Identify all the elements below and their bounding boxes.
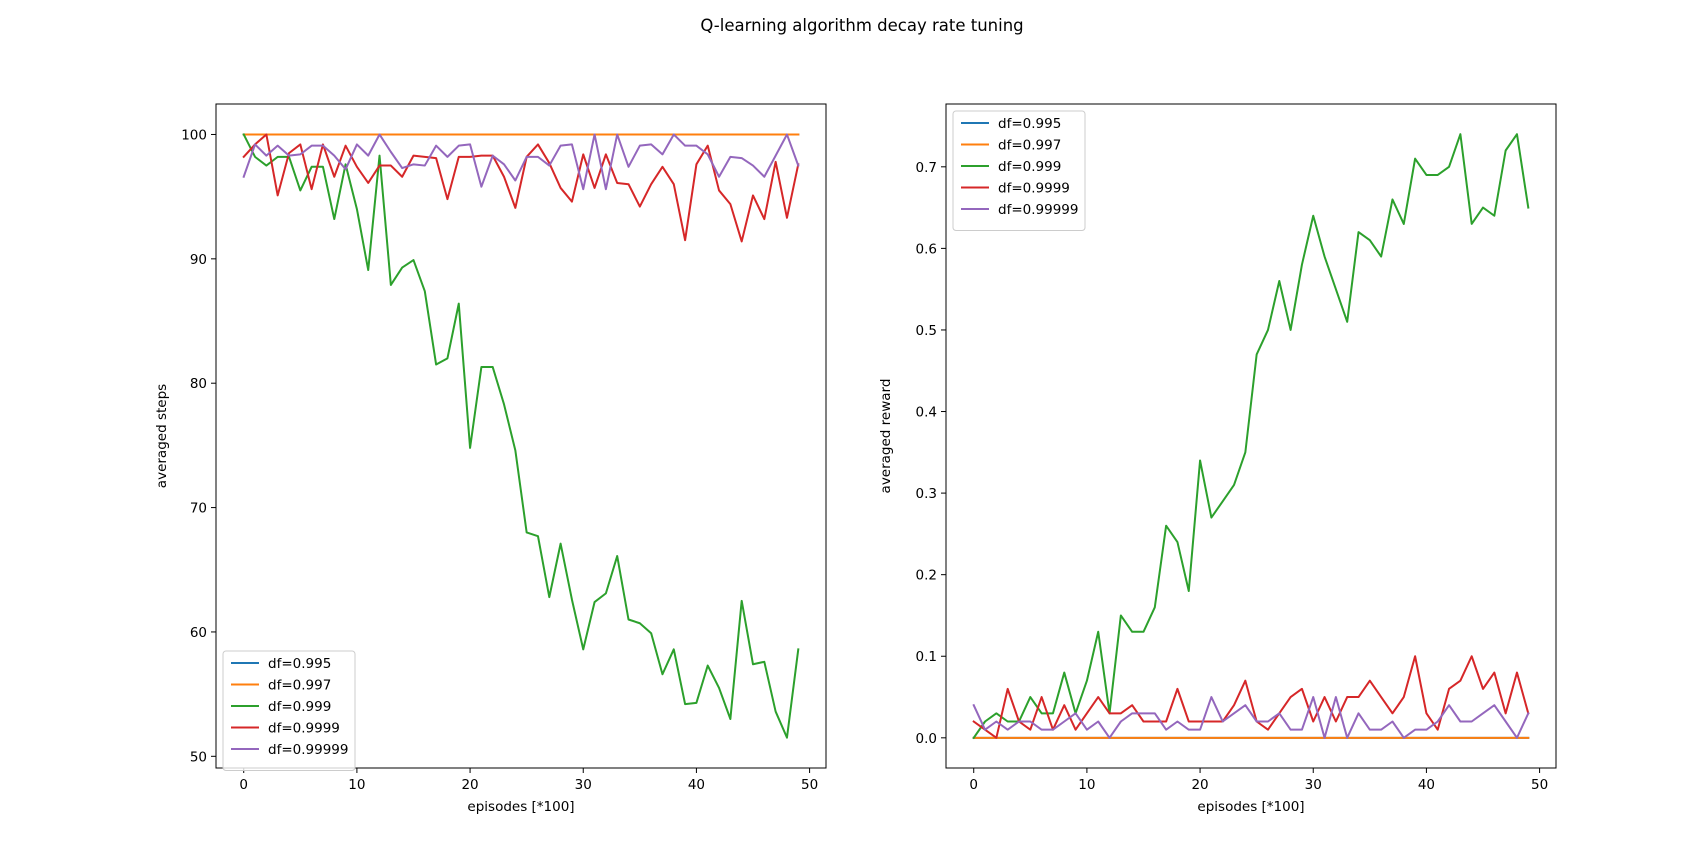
y-tick-label: 0.0: [916, 731, 937, 747]
y-tick-label: 0.5: [916, 323, 937, 339]
series-lines: [972, 133, 1530, 740]
series-line-df=0.9999: [242, 133, 800, 243]
y-tick-label: 50: [190, 749, 207, 765]
series-line-df=0.99999: [242, 133, 800, 191]
legend: df=0.995 df=0.997 df=0.999 df=0.9999 df=0.99…: [222, 650, 356, 771]
legend-entry: df=0.9999: [268, 721, 340, 737]
legend-entry: df=0.995: [998, 116, 1061, 132]
series-line-df=0.999: [972, 133, 1530, 740]
legend-entry: df=0.9999: [998, 181, 1070, 197]
x-tick-label: 30: [575, 777, 592, 793]
legend-entry: df=0.99999: [998, 202, 1078, 218]
axes-frame: [945, 103, 1557, 769]
y-tick-label: 0.2: [916, 568, 937, 584]
chart-averaged-steps: 0 10 20 30 40 50 50 60 70 80 90 100 episodes [*100] a…: [154, 103, 827, 815]
series-line-df=0.9999: [972, 655, 1530, 739]
legend-entry: df=0.997: [998, 138, 1061, 154]
legend-entry: df=0.995: [268, 656, 331, 672]
x-tick-label: 10: [1078, 777, 1095, 793]
y-tick-label: 0.7: [916, 160, 937, 176]
x-tick-label: 30: [1305, 777, 1322, 793]
y-tick-label: 0.6: [916, 241, 937, 257]
y-tick-label: 70: [190, 501, 207, 517]
x-tick-label: 20: [1191, 777, 1208, 793]
legend-entry: df=0.99999: [268, 742, 348, 758]
legend-entry: df=0.999: [998, 159, 1061, 175]
figure-title: Q-learning algorithm decay rate tuning: [700, 16, 1023, 35]
y-tick-label: 0.4: [916, 405, 937, 421]
y-tick-label: 80: [190, 376, 207, 392]
y-tick-label: 60: [190, 625, 207, 641]
x-axis-label: episodes [*100]: [467, 799, 574, 815]
chart-averaged-reward: 0 10 20 30 40 50 0.0 0.1 0.2 0.3 0.4 0.5 0.6 0.7 episo…: [878, 103, 1557, 815]
y-tick-label: 0.3: [916, 486, 937, 502]
x-tick-label: 10: [348, 777, 365, 793]
series-line-df=0.99999: [972, 696, 1530, 739]
x-tick-label: 0: [239, 777, 248, 793]
x-tick-label: 40: [688, 777, 705, 793]
y-tick-label: 90: [190, 252, 207, 268]
y-tick-label: 0.1: [916, 649, 937, 665]
x-tick-label: 50: [801, 777, 818, 793]
x-tick-label: 40: [1418, 777, 1435, 793]
series-line-df=0.999: [242, 133, 800, 739]
x-tick-label: 50: [1531, 777, 1548, 793]
x-tick-label: 0: [969, 777, 978, 793]
legend-entry: df=0.997: [268, 678, 331, 694]
x-tick-label: 20: [461, 777, 478, 793]
legend: df=0.995 df=0.997 df=0.999 df=0.9999 df=0.99…: [952, 110, 1086, 231]
y-tick-label: 100: [181, 127, 207, 143]
y-axis-label: averaged reward: [878, 379, 894, 494]
legend-entry: df=0.999: [268, 699, 331, 715]
y-axis-label: averaged steps: [154, 384, 170, 488]
legend-box: [952, 110, 1086, 231]
x-axis-label: episodes [*100]: [1197, 799, 1304, 815]
series-lines: [242, 133, 800, 739]
legend-box: [222, 650, 356, 771]
axes-frame: [215, 103, 827, 769]
